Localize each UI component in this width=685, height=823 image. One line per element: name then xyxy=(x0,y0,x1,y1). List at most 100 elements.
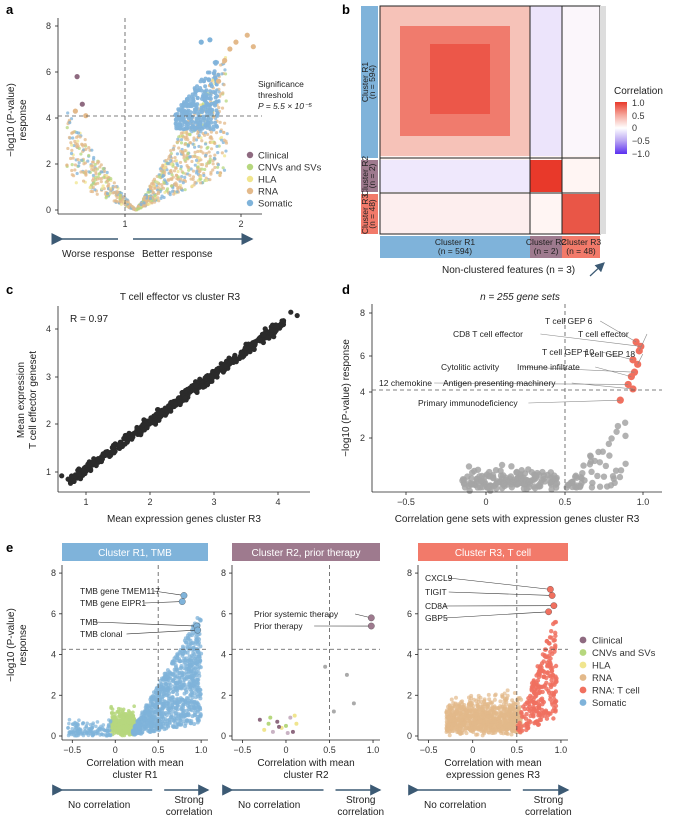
panel-e1-point xyxy=(195,685,200,690)
panel-e-ylabel-2: response xyxy=(18,624,29,666)
panel-a-point xyxy=(79,170,83,174)
panel-e3-point xyxy=(448,718,453,723)
legend-e-marker xyxy=(579,674,587,681)
panel-a-point xyxy=(99,170,103,174)
panel-a-point xyxy=(170,173,174,177)
svg-text:3: 3 xyxy=(46,372,51,382)
panel-d-leader xyxy=(434,382,629,385)
panel-e2-header: Cluster R2, prior therapy xyxy=(252,548,361,559)
panel-e1-point xyxy=(113,712,117,716)
panel-e3-point xyxy=(485,714,490,719)
panel-e1-point xyxy=(161,676,166,681)
panel-a-point xyxy=(208,89,213,94)
panel-a-point xyxy=(224,141,229,145)
panel-a-point xyxy=(99,163,103,167)
panel-a-point xyxy=(89,189,93,194)
panel-a-point xyxy=(78,135,82,139)
panel-a-point xyxy=(205,178,209,182)
strong-label: Strong xyxy=(534,795,563,806)
panel-c-point xyxy=(243,341,249,347)
panel-a-point xyxy=(178,160,183,165)
panel-c-point xyxy=(168,399,174,405)
panel-c-point xyxy=(268,327,275,333)
panel-e-ytick: 4 xyxy=(407,650,412,660)
panel-a-point xyxy=(70,131,74,135)
panel-e1-point xyxy=(195,639,200,644)
panel-a-point xyxy=(219,129,223,134)
panel-c-point xyxy=(72,474,78,480)
panel-e1-point xyxy=(180,649,185,654)
panel-a-point xyxy=(192,136,196,140)
panel-e-ytick: 8 xyxy=(51,568,56,578)
panel-a-point xyxy=(188,117,193,122)
panel-b-row-r3-n: (n = 48) xyxy=(367,199,377,229)
panel-e1-point xyxy=(174,706,179,711)
panel-a-point xyxy=(148,196,153,201)
panel-e1-point xyxy=(194,673,199,678)
panel-d-point xyxy=(580,462,587,469)
panel-e2-point xyxy=(344,672,349,677)
panel-a-point xyxy=(199,145,203,149)
panel-a-point xyxy=(218,94,222,98)
panel-e3-point xyxy=(553,703,559,709)
panel-e3-point xyxy=(553,699,558,705)
svg-text:6: 6 xyxy=(360,351,365,361)
panel-e3-point xyxy=(481,724,486,729)
panel-a-point xyxy=(169,149,173,153)
panel-d-point-label: Primary immunodeficiency xyxy=(418,398,518,408)
panel-b-heatmap xyxy=(379,5,601,235)
svg-text:1: 1 xyxy=(83,497,88,507)
panel-a-point xyxy=(83,113,89,119)
panel-a-point xyxy=(74,74,80,80)
e1-leader xyxy=(94,621,197,627)
panel-e3-point xyxy=(502,713,507,718)
panel-c-point xyxy=(129,436,135,442)
panel-c-point xyxy=(76,471,82,477)
panel-a-point xyxy=(213,120,218,125)
panel-a-point xyxy=(82,162,86,166)
panel-e1-point xyxy=(185,672,190,677)
panel-e1-point xyxy=(181,705,186,710)
panel-c-point xyxy=(90,459,96,465)
panel-b-col-r2-label: Cluster R2 xyxy=(526,237,566,247)
panel-e3-point xyxy=(498,704,503,709)
panel-e-xtick: 0 xyxy=(113,745,118,755)
panel-a-point xyxy=(164,158,168,163)
panel-e3-point xyxy=(552,682,557,687)
panel-e1-point xyxy=(191,667,196,672)
panel-d-point xyxy=(616,473,624,481)
panel-e3-point xyxy=(487,697,492,702)
panel-d-point xyxy=(531,484,539,492)
panel-d-point xyxy=(485,484,493,491)
panel-b-row-r1-label: Cluster R1 xyxy=(360,62,370,102)
panel-a-point xyxy=(210,107,215,112)
panel-a-point xyxy=(68,120,72,125)
panel-e1-point xyxy=(137,720,142,725)
panel-a-y-ticks: 0 2 4 6 8 xyxy=(46,21,58,215)
panel-a-point xyxy=(195,96,200,101)
panel-d-point xyxy=(508,484,516,491)
panel-e1-point xyxy=(77,718,81,723)
panel-a-point xyxy=(160,182,164,187)
panel-e1-point xyxy=(107,724,111,729)
panel-e3-point xyxy=(492,697,497,702)
panel-a-point xyxy=(152,177,157,181)
panel-d-xlabel: Correlation gene sets with expression ge… xyxy=(395,514,640,525)
panel-a-point xyxy=(103,169,107,173)
panel-c: c T cell effector vs cluster R3 R = 0.97… xyxy=(6,282,310,525)
panel-e1-point xyxy=(110,707,115,711)
panel-a-point xyxy=(90,167,94,171)
panel-e1-point xyxy=(184,690,189,695)
panel-e3-point xyxy=(480,733,485,738)
panel-e1-point xyxy=(128,725,132,730)
panel-e1-point xyxy=(195,677,200,682)
panel-d-point xyxy=(587,458,595,465)
panel-e3-point xyxy=(481,707,486,712)
panel-e2-point xyxy=(277,724,282,729)
panel-a-ylabel: −log10 (P-value) response xyxy=(6,83,29,157)
panel-e3-point xyxy=(527,704,532,710)
panel-e3-point xyxy=(492,693,497,698)
panel-a-point xyxy=(190,159,194,164)
panel-e3-point xyxy=(492,705,497,710)
